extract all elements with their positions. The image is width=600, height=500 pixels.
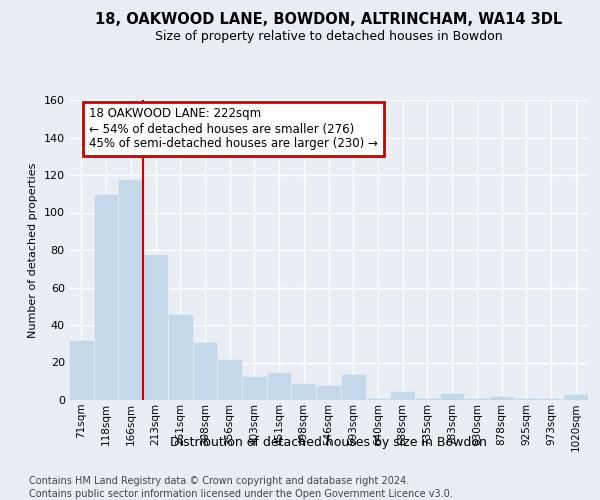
Bar bbox=[365, 398, 390, 400]
Text: 18 OAKWOOD LANE: 222sqm
← 54% of detached houses are smaller (276)
45% of semi-d: 18 OAKWOOD LANE: 222sqm ← 54% of detache… bbox=[89, 108, 377, 150]
Bar bbox=[118, 179, 143, 400]
Bar bbox=[267, 372, 292, 400]
Bar bbox=[193, 342, 217, 400]
Bar bbox=[415, 398, 440, 400]
Text: Contains HM Land Registry data © Crown copyright and database right 2024.: Contains HM Land Registry data © Crown c… bbox=[29, 476, 409, 486]
Y-axis label: Number of detached properties: Number of detached properties bbox=[28, 162, 38, 338]
Bar bbox=[514, 398, 539, 400]
Bar bbox=[341, 374, 365, 400]
Bar bbox=[217, 359, 242, 400]
Bar bbox=[316, 385, 341, 400]
Text: 18, OAKWOOD LANE, BOWDON, ALTRINCHAM, WA14 3DL: 18, OAKWOOD LANE, BOWDON, ALTRINCHAM, WA… bbox=[95, 12, 562, 28]
Bar bbox=[242, 376, 267, 400]
Bar bbox=[94, 194, 118, 400]
Bar bbox=[440, 392, 464, 400]
Bar bbox=[563, 394, 588, 400]
Bar bbox=[143, 254, 168, 400]
Bar bbox=[464, 398, 489, 400]
Text: Distribution of detached houses by size in Bowdon: Distribution of detached houses by size … bbox=[170, 436, 487, 449]
Bar bbox=[168, 314, 193, 400]
Bar bbox=[69, 340, 94, 400]
Bar bbox=[489, 396, 514, 400]
Text: Contains public sector information licensed under the Open Government Licence v3: Contains public sector information licen… bbox=[29, 489, 452, 499]
Bar bbox=[539, 398, 563, 400]
Bar bbox=[292, 383, 316, 400]
Text: Size of property relative to detached houses in Bowdon: Size of property relative to detached ho… bbox=[155, 30, 503, 43]
Bar bbox=[390, 390, 415, 400]
